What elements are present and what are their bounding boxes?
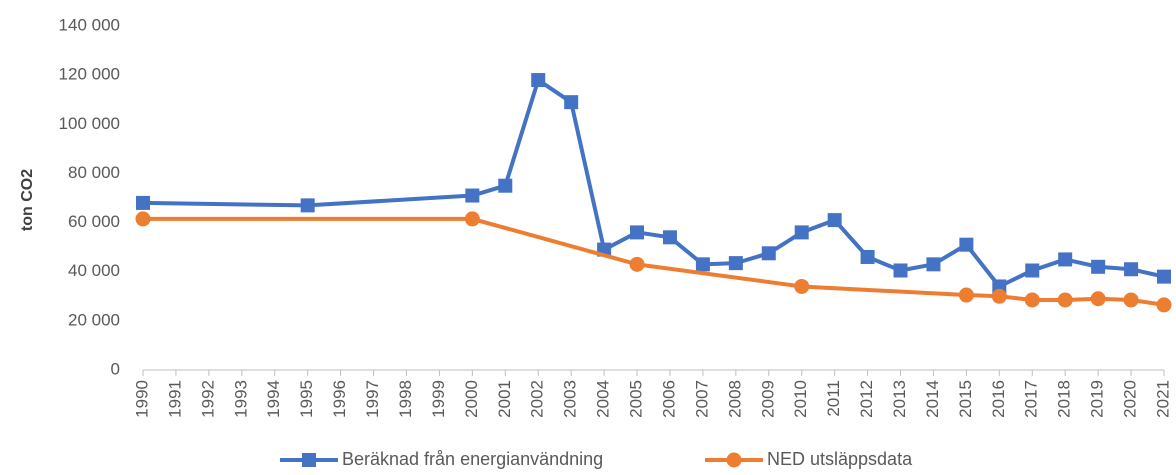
legend-label: Beräknad från energianvändning	[342, 449, 603, 469]
x-tick-label: 2002	[528, 380, 547, 418]
x-tick-label: 2004	[594, 380, 613, 418]
series-line	[143, 216, 1165, 307]
data-point	[1024, 292, 1040, 308]
x-tick-label: 1996	[330, 380, 349, 418]
data-point	[761, 246, 776, 261]
x-tick-label: 1994	[264, 380, 283, 418]
y-tick-label: 60 000	[68, 212, 120, 231]
data-point	[926, 257, 941, 272]
x-tick-label: 2011	[824, 380, 843, 417]
series-line	[142, 78, 1165, 289]
data-point	[959, 237, 974, 252]
x-tick-label: 1990	[132, 380, 151, 418]
data-point	[794, 225, 809, 240]
x-tick-label: 1993	[231, 380, 250, 418]
data-point	[136, 195, 150, 210]
y-tick-label: 0	[111, 359, 120, 378]
x-tick-label: 2006	[659, 380, 678, 418]
x-tick-label: 1995	[297, 380, 316, 418]
y-tick-label: 20 000	[68, 310, 120, 329]
data-point	[794, 278, 810, 294]
x-tick-label: 2003	[561, 380, 580, 418]
legend-label: NED utsläppsdata	[767, 449, 913, 469]
x-tick-label: 2008	[725, 380, 744, 418]
x-tick-label: 2005	[627, 380, 646, 418]
y-tick-label: 80 000	[68, 163, 120, 182]
x-tick-label: 2016	[989, 380, 1008, 418]
data-point	[135, 211, 151, 227]
data-point	[498, 178, 513, 193]
x-tick-label: 2000	[462, 380, 481, 418]
x-tick-label: 2010	[791, 380, 810, 418]
data-point	[958, 287, 974, 303]
x-tick-label: 2017	[1022, 380, 1041, 418]
data-point	[1091, 259, 1106, 274]
data-point	[1090, 291, 1106, 307]
data-point	[300, 198, 315, 213]
x-tick-label: 1998	[396, 380, 415, 418]
data-point	[728, 256, 743, 271]
y-tick-label: 100 000	[59, 114, 120, 133]
x-tick-label: 2013	[890, 380, 909, 418]
data-point	[1156, 297, 1172, 313]
x-tick-label: 2019	[1088, 380, 1107, 418]
y-tick-label: 140 000	[59, 15, 120, 34]
y-tick-label: 40 000	[68, 261, 120, 280]
data-point	[629, 256, 645, 272]
x-tick-label: 1992	[198, 380, 217, 418]
data-point	[464, 211, 480, 227]
data-point	[630, 225, 645, 240]
data-point	[1124, 262, 1139, 277]
data-point	[1123, 292, 1139, 308]
data-point	[564, 95, 579, 110]
y-tick-label: 120 000	[59, 65, 120, 84]
x-tick-label: 2001	[495, 380, 514, 418]
data-point	[1058, 252, 1073, 267]
data-point	[1157, 269, 1171, 284]
legend-marker	[302, 453, 316, 467]
data-point	[860, 249, 875, 264]
y-axis-label: ton CO2	[19, 169, 36, 231]
x-tick-label: 1999	[429, 380, 448, 418]
data-point	[662, 230, 677, 245]
x-tick-label: 1991	[165, 380, 184, 418]
data-point	[827, 213, 842, 228]
x-tick-label: 2012	[857, 380, 876, 418]
x-tick-label: 2021	[1153, 380, 1172, 418]
x-tick-label: 2014	[923, 380, 942, 418]
x-tick-label: 2007	[692, 380, 711, 418]
data-point	[1025, 263, 1040, 278]
data-point	[695, 257, 710, 272]
legend-marker	[726, 452, 742, 468]
data-point	[991, 288, 1007, 304]
x-tick-label: 2020	[1121, 380, 1140, 418]
x-tick-label: 1997	[363, 380, 382, 418]
data-point	[893, 263, 908, 278]
data-point	[531, 73, 546, 88]
x-tick-label: 2009	[758, 380, 777, 418]
data-point	[465, 188, 480, 203]
x-tick-label: 2018	[1055, 380, 1074, 418]
data-point	[1057, 292, 1073, 308]
x-tick-label: 2015	[956, 380, 975, 418]
